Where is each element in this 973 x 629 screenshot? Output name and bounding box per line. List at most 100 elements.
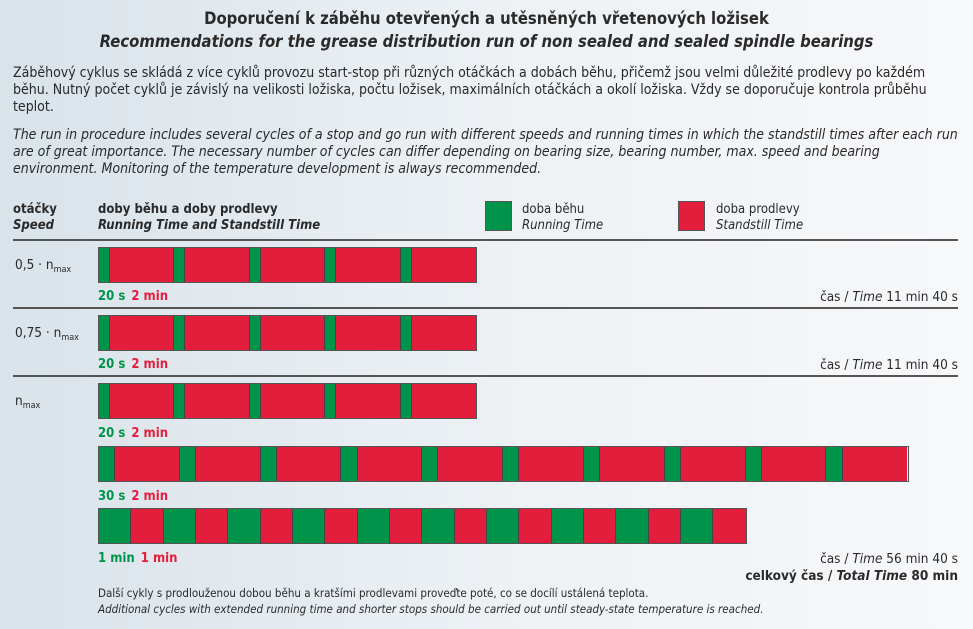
- speed-label: 0,5 · nmax: [15, 257, 72, 275]
- running-time-block: [745, 447, 762, 481]
- running-time-block: [400, 384, 412, 418]
- standstill-time-block: [583, 509, 617, 543]
- legend-run-swatch: [485, 201, 512, 231]
- standstill-time-block: [260, 509, 293, 543]
- standstill-time-block: [276, 447, 342, 481]
- standstill-time-block: [115, 447, 180, 481]
- standstill-time-block: [336, 248, 401, 282]
- standstill-time-block: [185, 248, 250, 282]
- standstill-time-block: [648, 509, 681, 543]
- running-time-block: [826, 447, 843, 481]
- running-time-block: [174, 248, 186, 282]
- running-time-block: [99, 509, 132, 543]
- standstill-time-block: [519, 509, 552, 543]
- standstill-time-block: [260, 248, 326, 282]
- total-time: celkový čas / Total Time 80 min: [745, 568, 958, 584]
- divider: [13, 307, 958, 309]
- running-time-block: [99, 248, 110, 282]
- time-total-row: čas / Time 56 min 40 s: [820, 551, 958, 567]
- running-time-block: [664, 447, 681, 481]
- standstill-time-block: [411, 248, 477, 282]
- speed-label: 0,75 · nmax: [15, 325, 79, 343]
- running-time-block: [680, 509, 714, 543]
- standstill-time-block: [389, 509, 423, 543]
- running-time-block: [551, 509, 584, 543]
- standstill-time-block: [185, 384, 250, 418]
- title-cz: Doporučení k záběhu otevřených a utěsněn…: [204, 9, 769, 28]
- divider: [13, 375, 958, 377]
- standstill-time-block: [842, 447, 908, 481]
- standstill-time-block: [195, 509, 229, 543]
- legend-run: doba běhu Running Time: [522, 202, 604, 233]
- standstill-time-block: [519, 447, 584, 481]
- standstill-time-block: [761, 447, 827, 481]
- time-total-row: čas / Time 11 min 40 s: [820, 357, 958, 373]
- legend-stop-swatch: [678, 201, 705, 231]
- running-time-block: [583, 447, 601, 481]
- cycle-bar: [98, 446, 909, 482]
- cycle-bar: [98, 315, 478, 351]
- standstill-time-block: [454, 509, 487, 543]
- standstill-time-block: [260, 316, 326, 350]
- intro-en: The run in procedure includes several cy…: [13, 127, 958, 177]
- cycle-bar: [98, 383, 478, 419]
- time-total-row: čas / Time 11 min 40 s: [820, 289, 958, 305]
- standstill-time-block: [109, 316, 175, 350]
- running-time-block: [503, 447, 520, 481]
- running-time-block: [249, 384, 261, 418]
- note-en: Additional cycles with extended running …: [98, 602, 764, 616]
- running-time-block: [422, 509, 455, 543]
- standstill-time-block: [109, 384, 175, 418]
- legend-stop: doba prodlevy Standstill Time: [716, 202, 804, 233]
- running-time-block: [163, 509, 196, 543]
- running-time-block: [325, 248, 337, 282]
- running-time-block: [341, 447, 358, 481]
- divider: [13, 239, 958, 241]
- running-time-block: [357, 509, 390, 543]
- running-time-block: [400, 248, 412, 282]
- standstill-time-block: [713, 509, 746, 543]
- intro-cz: Záběhový cyklus se skládá z více cyklů p…: [13, 65, 927, 115]
- standstill-time-block: [357, 447, 423, 481]
- cycle-label: 1 min 1 min: [98, 551, 178, 566]
- note-cz: Další cykly s prodlouženou dobou běhu a …: [98, 586, 649, 600]
- standstill-time-block: [680, 447, 746, 481]
- times-header: doby běhu a doby prodlevy Running Time an…: [98, 202, 321, 233]
- running-time-block: [400, 316, 412, 350]
- running-time-block: [292, 509, 326, 543]
- standstill-time-block: [185, 316, 250, 350]
- running-time-block: [99, 384, 110, 418]
- running-time-block: [228, 509, 261, 543]
- speed-label: nmax: [15, 393, 41, 411]
- standstill-time-block: [109, 248, 175, 282]
- standstill-time-block: [336, 384, 401, 418]
- standstill-time-block: [325, 509, 358, 543]
- running-time-block: [99, 316, 110, 350]
- running-time-block: [249, 248, 261, 282]
- speed-header: otáčky Speed: [13, 202, 57, 233]
- cycle-bar: [98, 508, 747, 544]
- standstill-time-block: [411, 384, 477, 418]
- standstill-time-block: [438, 447, 504, 481]
- running-time-block: [325, 316, 337, 350]
- running-time-block: [616, 509, 649, 543]
- running-time-block: [174, 316, 186, 350]
- running-time-block: [325, 384, 337, 418]
- running-time-block: [422, 447, 439, 481]
- running-time-block: [179, 447, 196, 481]
- title-en: Recommendations for the grease distribut…: [99, 32, 874, 51]
- standstill-time-block: [195, 447, 261, 481]
- cycle-bar: [98, 247, 478, 283]
- running-time-block: [174, 384, 186, 418]
- running-time-block: [99, 447, 116, 481]
- standstill-time-block: [336, 316, 401, 350]
- standstill-time-block: [411, 316, 477, 350]
- running-time-block: [260, 447, 277, 481]
- standstill-time-block: [600, 447, 665, 481]
- running-time-block: [249, 316, 261, 350]
- running-time-block: [486, 509, 520, 543]
